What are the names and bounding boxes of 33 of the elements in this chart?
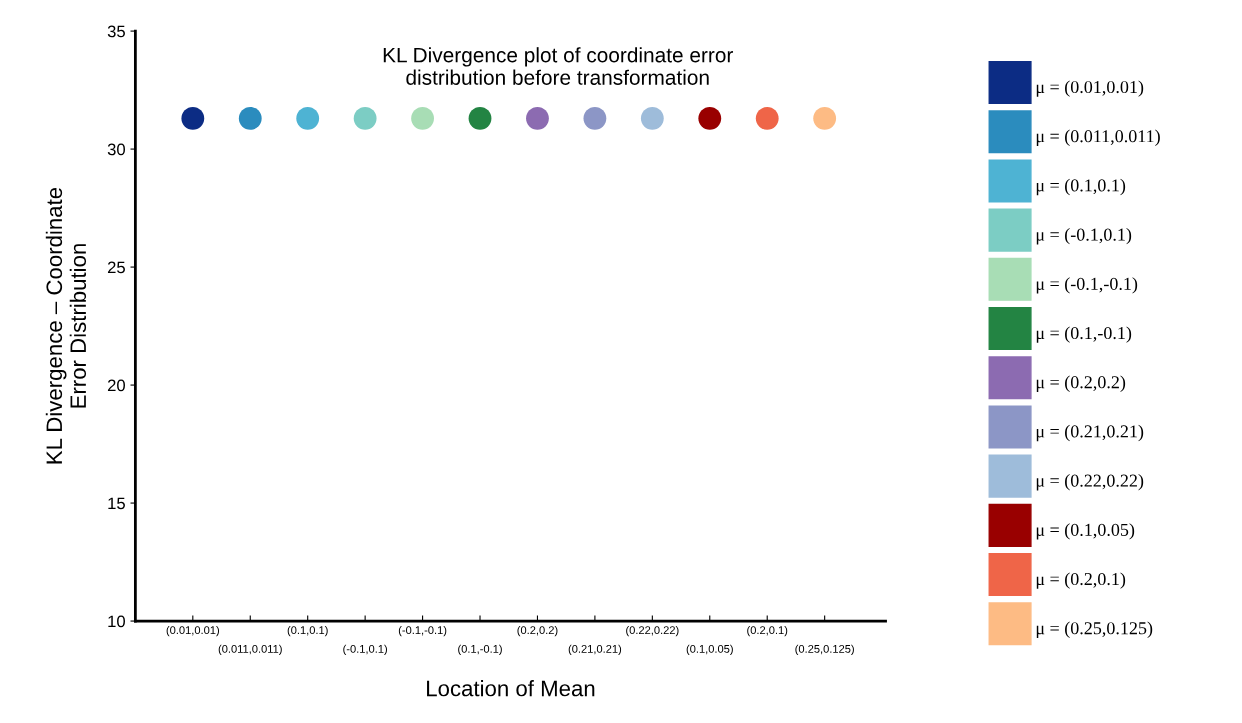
y-tick-label: 15	[108, 497, 125, 510]
legend-label: μ = (0.1,0.1)	[1036, 178, 1126, 196]
legend-label: μ = (0.22,0.22)	[1036, 474, 1144, 491]
x-tick-label: (0.1,0.1)	[287, 625, 328, 637]
x-tick-label: (0.01,0.01)	[166, 625, 219, 637]
text: KL Divergence plot of coordinate error distribution before transformation	[383, 47, 734, 85]
y-tick-label: 30	[107, 143, 126, 156]
legend-label: μ = (-0.1,-0.1)	[1036, 277, 1138, 294]
legend-label: μ = (0.25,0.125)	[1036, 621, 1153, 638]
y-tick-label: 10	[108, 615, 126, 628]
legend-label: μ = (0.2,0.1)	[1036, 572, 1126, 589]
y-axis-title: KL Divergence – Coordinate Error Distribution	[45, 187, 87, 464]
x-tick-label: (0.1,0.05)	[686, 644, 733, 656]
legend-label: μ = (0.01,0.01)	[1036, 80, 1144, 97]
y-tick-label: 35	[107, 25, 125, 38]
legend-label: μ = (0.011,0.011)	[1036, 129, 1160, 146]
y-tick-label: 25	[107, 261, 125, 274]
legend-label: μ = (0.1,-0.1)	[1036, 326, 1132, 343]
x-tick-label: (0.25,0.125)	[795, 644, 854, 656]
x-tick-label: (-0.1,-0.1)	[398, 625, 447, 637]
x-tick-label: (-0.1,0.1)	[343, 644, 387, 656]
x-tick-label: (0.21,0.21)	[568, 644, 622, 656]
x-tick-label: (0.2,0.1)	[747, 625, 788, 637]
x-axis-title: Location of Mean	[427, 680, 595, 697]
x-tick-label: (0.2,0.2)	[517, 625, 558, 637]
legend-label: μ = (-0.1,0.1)	[1036, 228, 1132, 245]
x-tick-label: (0.22,0.22)	[626, 625, 679, 637]
y-tick-label: 20	[107, 379, 126, 392]
x-tick-label: (0.011,0.011)	[218, 644, 282, 656]
legend-label: μ = (0.2,0.2)	[1036, 375, 1126, 392]
legend-label: μ = (0.1,0.05)	[1036, 523, 1135, 540]
legend-label: μ = (0.21,0.21)	[1036, 424, 1144, 442]
x-tick-label: (0.1,-0.1)	[458, 644, 502, 656]
